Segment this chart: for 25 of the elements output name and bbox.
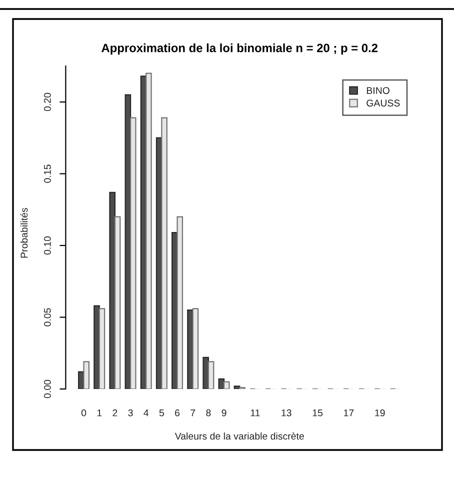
x-tick-label: 8 (206, 409, 211, 416)
x-tick-label: 0 (81, 409, 86, 416)
x-tick-label: 2 (112, 409, 118, 416)
x-tick-label: 19 (375, 409, 385, 416)
x-tick-label: 1 (97, 409, 102, 416)
y-tick-label: 0.15 (44, 164, 51, 183)
y-tick-label: 0.10 (44, 236, 51, 255)
x-tick-label: 6 (175, 409, 180, 416)
x-tick-label: 9 (222, 409, 226, 416)
y-axis-title: Probabilités (20, 208, 28, 258)
chart-title: Approximation de la loi binomiale n = 20 ; p = 0.2 (102, 43, 378, 55)
y-tick-label: 0.00 (44, 380, 51, 398)
x-axis-title: Valeurs de la variable discrète (174, 432, 304, 440)
legend-label: GAUSS (366, 100, 400, 107)
x-tick-label: 7 (190, 409, 196, 416)
x-tick-label: 13 (282, 409, 292, 416)
y-tick-label: 0.05 (44, 308, 51, 326)
y-tick-label: 0.20 (44, 92, 51, 112)
x-tick-label: 5 (159, 409, 164, 416)
x-tick-label: 15 (312, 409, 323, 416)
x-tick-label: 17 (344, 409, 354, 416)
x-tick-label: 3 (128, 409, 133, 416)
x-tick-label: 11 (250, 409, 260, 416)
x-tick-label: 4 (144, 409, 149, 416)
legend-label: BINO (366, 87, 390, 94)
